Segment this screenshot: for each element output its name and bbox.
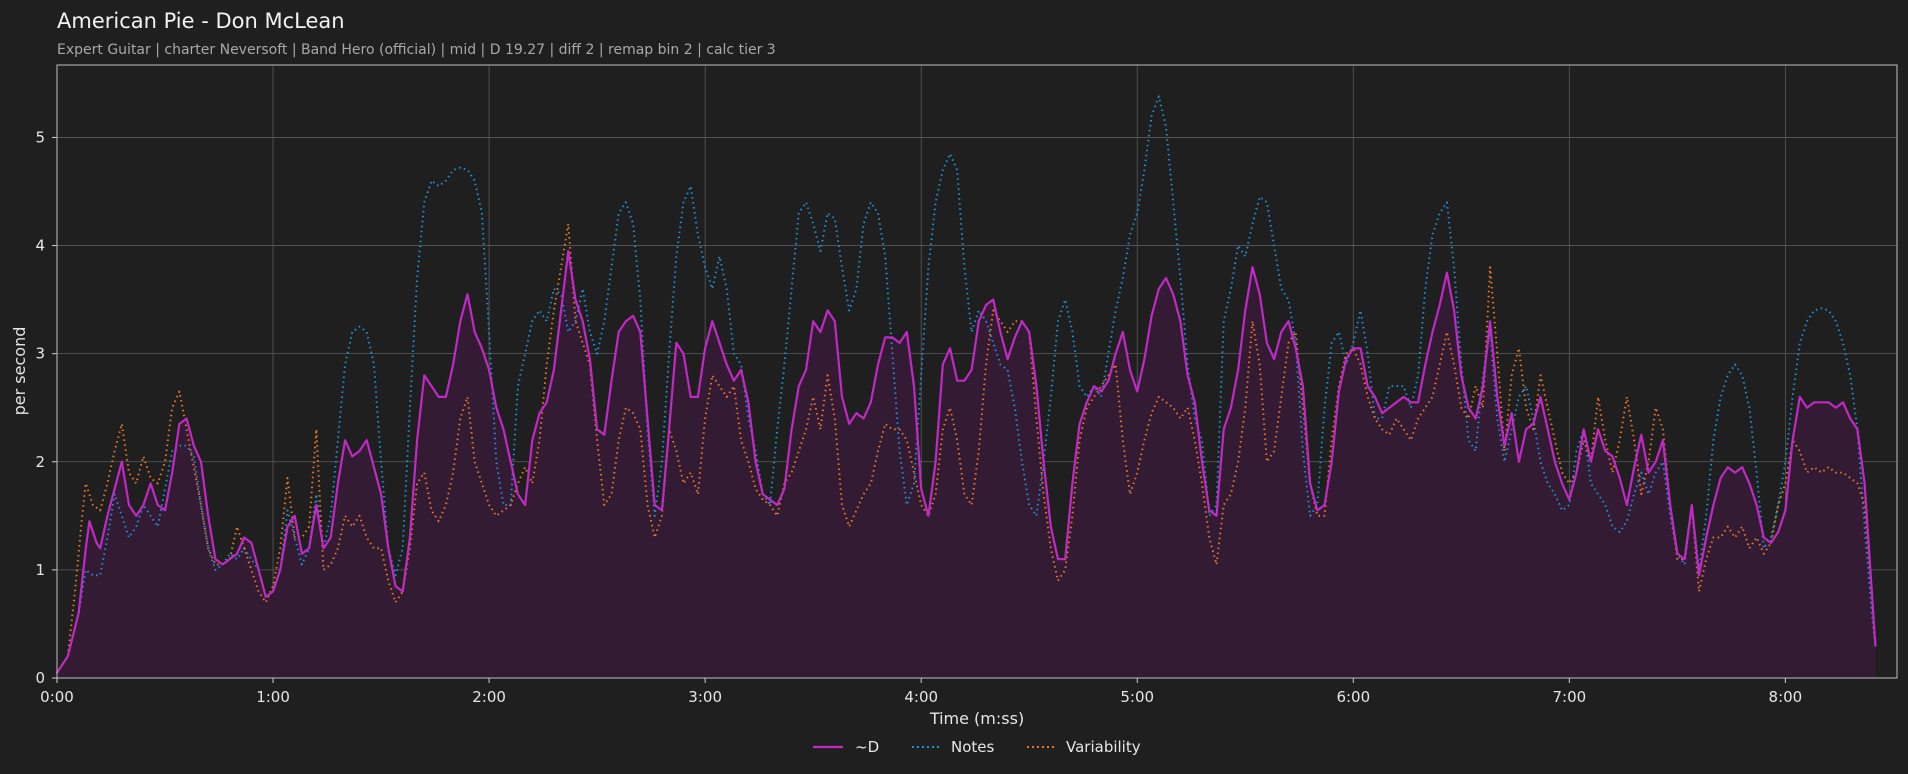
plot-area (55, 64, 1898, 679)
y-axis-ticks: 0 1 2 3 4 5 (35, 128, 57, 687)
x-tick-label: 6:00 (1336, 688, 1370, 706)
x-tick-label: 8:00 (1769, 688, 1803, 706)
x-tick-label: 5:00 (1120, 688, 1154, 706)
legend-label-d: ~D (855, 738, 879, 756)
series-line-notes (56, 95, 1877, 674)
x-tick-label: 0:00 (40, 688, 74, 706)
chart-title: American Pie - Don McLean (57, 9, 345, 33)
x-tick-label: 7:00 (1552, 688, 1586, 706)
y-tick-label: 5 (35, 128, 45, 146)
legend-label-notes: Notes (951, 738, 995, 756)
y-tick-label: 0 (35, 669, 45, 687)
x-tick-label: 1:00 (256, 688, 290, 706)
x-tick-label: 3:00 (688, 688, 722, 706)
plot-frame (56, 64, 1898, 679)
x-axis-label: Time (m:ss) (929, 709, 1024, 728)
legend: ~D Notes Variability (813, 738, 1141, 756)
x-tick-label: 4:00 (904, 688, 938, 706)
y-tick-label: 4 (35, 237, 45, 255)
chart-subtitle: Expert Guitar | charter Neversoft | Band… (57, 42, 776, 58)
y-tick-label: 3 (35, 345, 45, 363)
series-line-d (55, 249, 1877, 674)
series-layer (55, 95, 1877, 678)
y-tick-label: 2 (35, 453, 45, 471)
x-axis-ticks: 0:00 1:00 2:00 3:00 4:00 5:00 6:00 7:00 8:00 (40, 678, 1802, 706)
y-axis-label: per second (10, 327, 29, 416)
y-tick-label: 1 (35, 561, 45, 579)
legend-label-variability: Variability (1066, 738, 1141, 756)
x-tick-label: 2:00 (472, 688, 506, 706)
series-d-area (57, 251, 1876, 678)
